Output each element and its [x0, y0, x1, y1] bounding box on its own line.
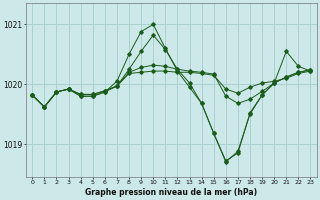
X-axis label: Graphe pression niveau de la mer (hPa): Graphe pression niveau de la mer (hPa): [85, 188, 257, 197]
